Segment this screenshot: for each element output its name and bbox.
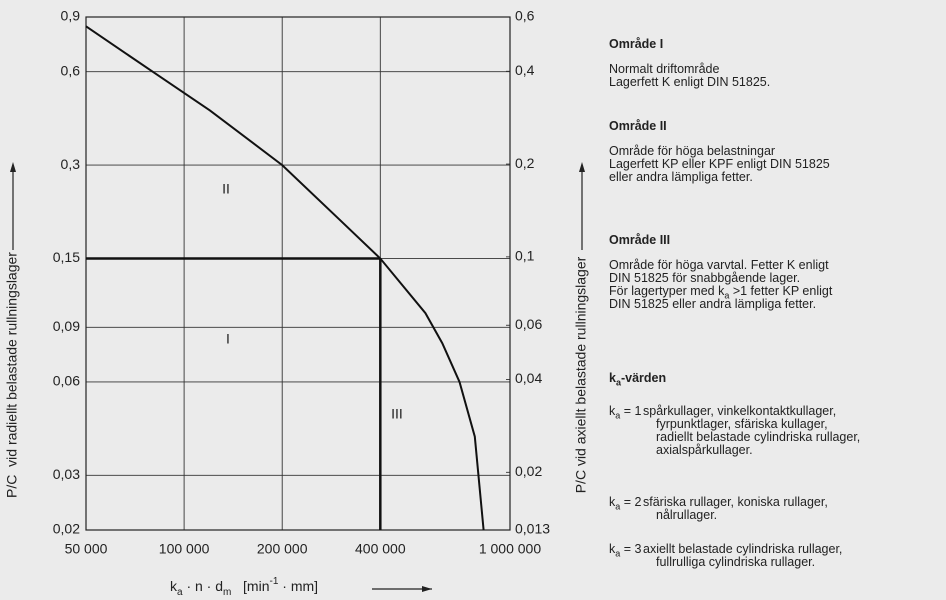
note-title: ka-värden (609, 371, 944, 388)
y2-tick-label: 0,06 (515, 316, 542, 332)
y-tick-label: 0,9 (61, 8, 81, 24)
text-part: k (609, 371, 616, 385)
y-arrow-head (10, 162, 16, 172)
note-line: Område för höga varvtal. Fetter K enligt (609, 258, 829, 272)
note-title: Område I (609, 37, 664, 51)
x-tick-label: 400 000 (355, 541, 406, 557)
ka-line: fyrpunktlager, sfäriska kullager, (656, 417, 828, 431)
y2-axis-label: P/C vid axiellt belastade rullningslager (573, 256, 589, 493)
text-part: -värden (620, 371, 667, 385)
note-line: DIN 51825 eller andra lämpliga fetter. (609, 297, 817, 311)
text-part: k (609, 404, 616, 418)
text-part: För lagertyper med k (609, 284, 725, 298)
y-axis-label: P/C vid radiellt belastade rullningslage… (4, 252, 20, 498)
text-part: k (609, 495, 616, 509)
text-part: >1 fetter KP enligt (729, 284, 833, 298)
ka-line: axialspårkullager. (656, 443, 753, 457)
region-label: I (226, 331, 230, 347)
y-tick-label: 0,15 (53, 249, 80, 265)
y2-tick-label: 0,02 (515, 463, 542, 479)
note-block: ka-värden (609, 372, 944, 397)
text-part: a (615, 410, 621, 421)
note-block: Område II Område för höga belastningar Lag… (609, 120, 944, 184)
note-line: eller andra lämpliga fetter. (609, 170, 753, 184)
note-line: DIN 51825 för snabbgående lager. (609, 271, 801, 285)
y2-arrow-head (579, 162, 585, 172)
text-part: = 1 (620, 404, 642, 418)
x-arrow-head (422, 586, 432, 592)
region-label: II (222, 181, 230, 197)
x-tick-label: 200 000 (257, 541, 308, 557)
ka-key: ka = 3 (609, 542, 642, 559)
plot-frame (85, 16, 511, 531)
ka-line: axiellt belastade cylindriska rullager, (643, 542, 843, 556)
y-tick-label: 0,03 (53, 466, 80, 482)
ka-item: ka = 1 spårkullager, vinkelkontaktkullage… (609, 405, 944, 457)
note-block: Område I Normalt driftområde Lagerfett K e… (609, 38, 944, 89)
text-part: = 3 (620, 542, 642, 556)
note-line: Område för höga belastningar (609, 144, 776, 158)
x-tick-label: 100 000 (159, 541, 210, 557)
ka-item: ka = 3 axiellt belastade cylindriska rull… (609, 543, 944, 569)
ka-text: axiellt belastade cylindriska rullager, f… (643, 543, 944, 569)
ka-text: sfäriska rullager, koniska rullager, nålr… (643, 496, 944, 522)
text-part: = 2 (620, 495, 642, 509)
y2-tick-label: 0,4 (515, 62, 535, 78)
note-line: För lagertyper med ka >1 fetter KP enlig… (609, 284, 944, 301)
ka-line: fullrulliga cylindriska rullager. (656, 555, 816, 569)
y2-tick-label: 0,013 (515, 521, 550, 537)
note-line: Normalt driftområde (609, 62, 720, 76)
y2-tick-label: 0,04 (515, 370, 542, 386)
y-tick-label: 0,02 (53, 521, 80, 537)
note-block: Område III Område för höga varvtal. Fette… (609, 234, 944, 311)
text-part: a (615, 501, 621, 512)
y-tick-label: 0,6 (61, 62, 81, 78)
ka-line: sfäriska rullager, koniska rullager, (643, 495, 828, 509)
x-axis-label: ka · n · dm [min-1 · mm] (170, 576, 318, 598)
y-tick-label: 0,06 (53, 373, 80, 389)
x-tick-label: 50 000 (65, 541, 108, 557)
note-title: Område III (609, 233, 671, 247)
ka-line: spårkullager, vinkelkontaktkullager, (643, 404, 837, 418)
text-part: a (615, 377, 621, 388)
text-part: a (615, 548, 621, 559)
x-tick-label: 1 000 000 (479, 541, 541, 557)
ka-key: ka = 2 (609, 495, 642, 512)
y2-tick-label: 0,6 (515, 8, 535, 24)
ka-line: nålrullager. (656, 508, 718, 522)
y-tick-label: 0,3 (61, 156, 81, 172)
ka-key: ka = 1 (609, 404, 642, 421)
note-title: Område II (609, 119, 667, 133)
note-line: Lagerfett KP eller KPF enligt DIN 51825 (609, 157, 830, 171)
y2-tick-label: 0,1 (515, 248, 535, 264)
text-part: a (724, 290, 730, 301)
ka-item: ka = 2 sfäriska rullager, koniska rullage… (609, 496, 944, 522)
curve (85, 25, 485, 531)
y2-tick-label: 0,2 (515, 155, 535, 171)
region-label: III (391, 406, 403, 422)
text-part: k (609, 542, 616, 556)
note-line: Lagerfett K enligt DIN 51825. (609, 75, 771, 89)
ka-text: spårkullager, vinkelkontaktkullager, fyrp… (643, 405, 944, 457)
ka-line: radiellt belastade cylindriska rullager, (656, 430, 861, 444)
y-tick-label: 0,09 (53, 318, 80, 334)
